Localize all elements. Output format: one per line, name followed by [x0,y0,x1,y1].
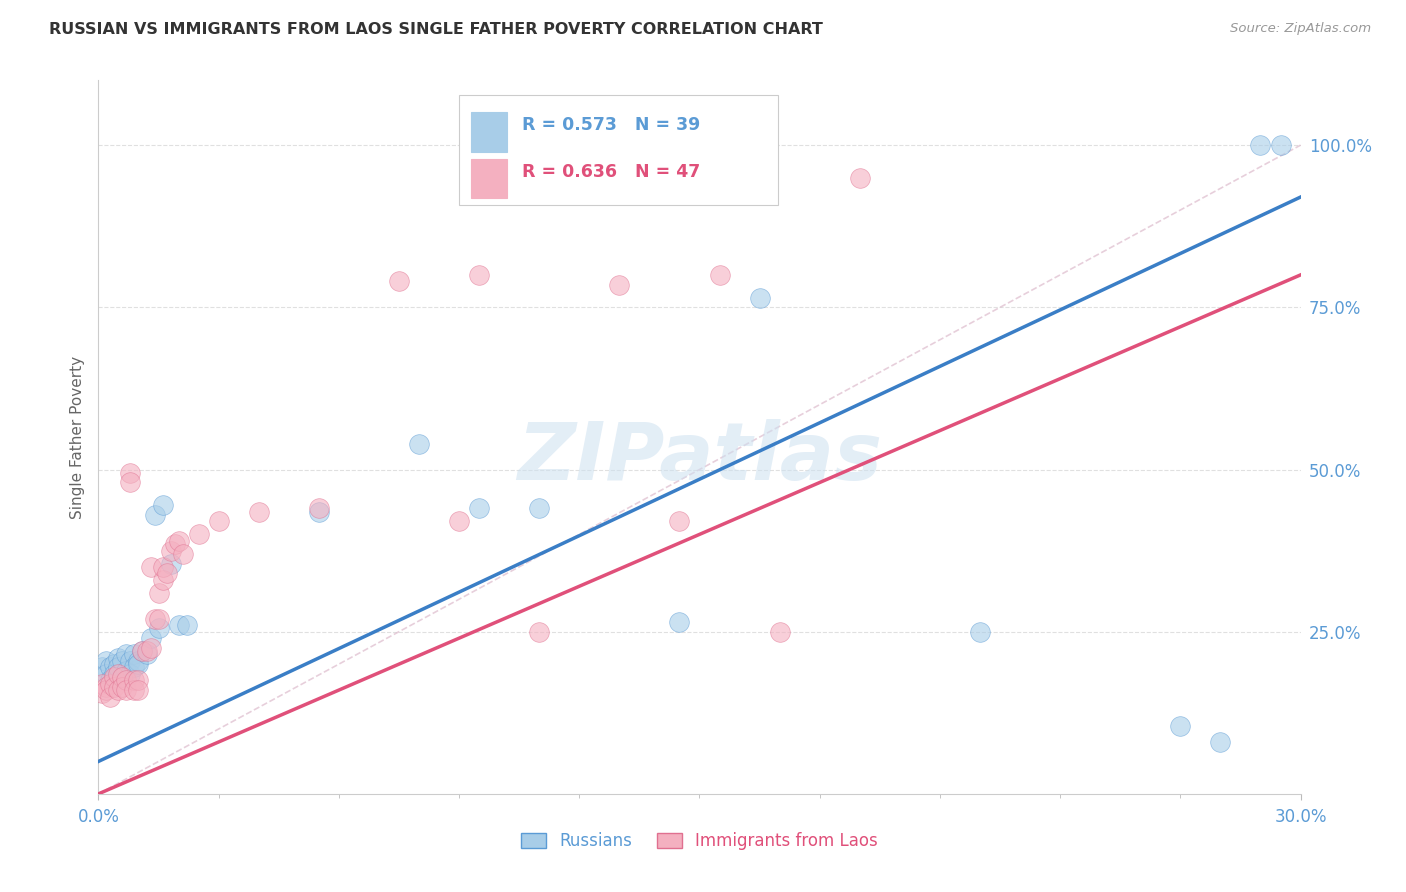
Point [107,666,129,681]
Point [124,648,146,662]
Point [408,436,430,450]
Point [128,683,150,698]
Point [128,673,150,688]
Point [107,660,129,674]
Legend: Russians, Immigrants from Laos: Russians, Immigrants from Laos [515,826,884,857]
Point [115,683,138,698]
Text: R = 0.573   N = 39: R = 0.573 N = 39 [522,116,700,134]
Point [148,622,170,636]
Point [139,631,162,645]
Point [111,670,134,684]
Point [120,466,142,480]
Point [143,508,166,522]
Point [103,657,125,672]
Point [91,676,114,690]
Point [120,666,142,681]
Point [167,533,190,548]
Point [152,498,174,512]
Point [748,291,770,305]
Point [1270,138,1292,153]
Point [208,515,231,529]
Point [163,537,186,551]
Point [529,501,551,516]
Point [187,527,209,541]
Point [100,673,122,688]
Point [388,274,411,288]
Point [139,559,162,574]
Point [148,612,170,626]
Text: ZIPatlas: ZIPatlas [517,419,882,498]
Point [91,686,114,700]
Point [308,501,330,516]
Point [115,673,138,688]
Point [139,640,162,655]
Point [131,644,153,658]
Point [124,673,146,688]
Text: Source: ZipAtlas.com: Source: ZipAtlas.com [1230,22,1371,36]
Point [111,680,134,694]
Text: RUSSIAN VS IMMIGRANTS FROM LAOS SINGLE FATHER POVERTY CORRELATION CHART: RUSSIAN VS IMMIGRANTS FROM LAOS SINGLE F… [49,22,823,37]
Point [155,566,177,581]
Point [124,660,146,674]
Point [128,654,150,668]
Point [172,547,194,561]
Point [1250,138,1272,153]
Text: R = 0.636   N = 47: R = 0.636 N = 47 [522,162,700,180]
Point [176,618,198,632]
Point [96,683,118,698]
Point [247,505,270,519]
Y-axis label: Single Father Poverty: Single Father Poverty [69,356,84,518]
Point [159,543,181,558]
Point [308,505,330,519]
Point [135,648,157,662]
Point [159,557,181,571]
Point [128,657,150,672]
Point [120,654,142,668]
Point [447,515,470,529]
Point [103,680,125,694]
Point [111,654,134,668]
Point [103,666,125,681]
Bar [471,112,508,152]
Point [468,501,491,516]
FancyBboxPatch shape [458,95,778,205]
Point [849,170,872,185]
Point [769,624,792,639]
Point [96,666,118,681]
Point [120,475,142,490]
Point [107,650,129,665]
Point [468,268,491,282]
Point [167,618,190,632]
Point [100,676,122,690]
Point [91,660,114,674]
Point [668,515,690,529]
Point [969,624,991,639]
Point [609,277,631,292]
Point [1209,735,1232,749]
Point [115,664,138,678]
Point [148,586,170,600]
Point [529,624,551,639]
Bar [471,159,508,198]
Point [107,683,129,698]
Point [135,644,157,658]
Point [152,559,174,574]
Point [143,612,166,626]
Point [103,670,125,684]
Point [96,654,118,668]
Point [124,683,146,698]
Point [131,644,153,658]
Point [152,573,174,587]
Point [96,680,118,694]
Point [100,690,122,704]
Point [668,615,690,629]
Point [111,670,134,684]
Point [100,660,122,674]
Point [1170,719,1192,733]
Point [115,648,138,662]
Point [709,268,731,282]
